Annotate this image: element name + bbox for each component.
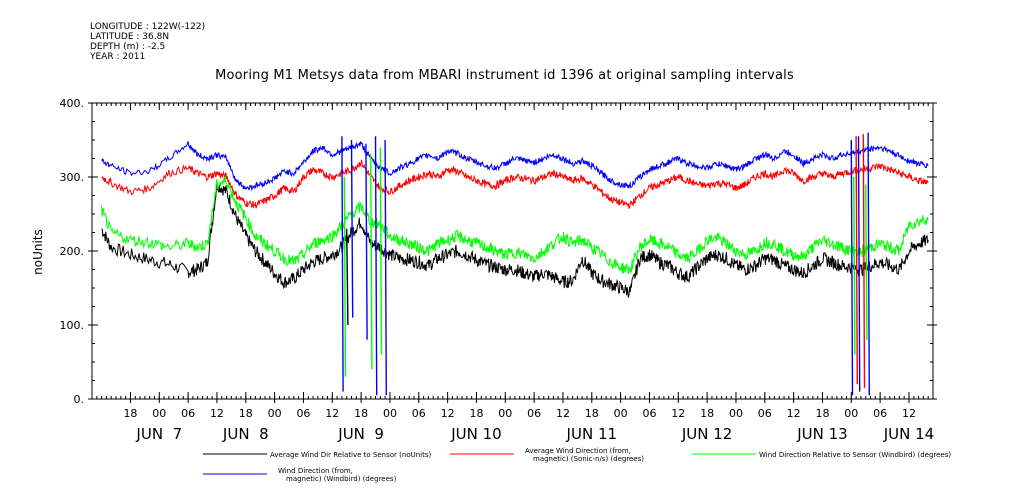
series-spike-2 [350, 139, 354, 318]
legend: Average Wind Dir Relative to Sensor (noU… [203, 447, 951, 483]
series-spike-9 [346, 228, 349, 326]
x-tick-label: 18 [469, 407, 483, 420]
y-tick-label: 0. [74, 393, 85, 406]
x-tick-label: 00 [844, 407, 858, 420]
legend-label-4-line1: Wind Direction (from, [278, 467, 353, 475]
series-spike-16 [865, 184, 868, 340]
y-tick-label: 100. [60, 319, 85, 332]
x-tick-label: 12 [325, 407, 339, 420]
series-spike-14 [862, 134, 866, 388]
legend-label-2-line2: magnetic) (Sonic-n/s) (degrees) [533, 455, 644, 463]
longitude-label: LONGITUDE : 122W(-122) [90, 22, 206, 32]
x-tick-label: 00 [383, 407, 397, 420]
x-tick-label: 00 [268, 407, 282, 420]
x-day-label: JUN 7 [135, 425, 182, 443]
series-spike-4 [374, 136, 378, 396]
series-spike-15 [853, 176, 856, 355]
legend-label-1: Average Wind Dir Relative to Sensor (noU… [270, 451, 431, 459]
x-tick-label: 06 [758, 407, 772, 420]
x-tick-label: 00 [614, 407, 628, 420]
x-day-label: JUN 9 [337, 425, 384, 443]
series-spike-6 [343, 176, 347, 377]
x-tick-label: 18 [700, 407, 714, 420]
series-spike-8 [379, 147, 383, 355]
axes: 0. 100. 200. 300. 400. 18 00 06 12 18 00 06 12 18 00 06… [60, 97, 937, 443]
x-day-label: JUN 11 [566, 425, 617, 443]
x-day-label: JUN 12 [681, 425, 732, 443]
x-tick-label: 18 [239, 407, 253, 420]
series-spike-12 [867, 132, 870, 396]
x-tick-label: 00 [152, 407, 166, 420]
series-spike-13 [855, 136, 858, 385]
x-tick-label: 12 [441, 407, 455, 420]
x-tick-label: 00 [729, 407, 743, 420]
series-spike-7 [370, 154, 373, 370]
x-tick-label: 06 [412, 407, 426, 420]
dataset-metadata: LONGITUDE : 122W(-122) LATITUDE : 36.8N … [90, 22, 205, 62]
plot-area [101, 132, 929, 396]
x-tick-label: 06 [527, 407, 541, 420]
series-spike-10 [850, 139, 854, 396]
x-tick-label: 12 [787, 407, 801, 420]
x-tick-label: 12 [902, 407, 916, 420]
x-tick-label: 18 [354, 407, 368, 420]
y-axis-label: noUnits [31, 229, 45, 275]
x-tick-label: 18 [585, 407, 599, 420]
x-tick-label: 12 [671, 407, 685, 420]
series-spike-5 [384, 139, 387, 396]
latitude-label: LATITUDE : 36.8N [90, 32, 170, 42]
y-tick-label: 400. [60, 97, 85, 110]
legend-label-2-line1: Average Wind Direction (from, [525, 447, 631, 455]
depth-label: DEPTH (m) : -2.5 [90, 42, 166, 52]
chart-title: Mooring M1 Metsys data from MBARI instru… [215, 68, 794, 83]
series-spike-11 [857, 136, 861, 392]
series-line-1 [101, 180, 929, 298]
x-day-label: JUN 10 [450, 425, 501, 443]
x-tick-label: 06 [296, 407, 310, 420]
x-tick-label: 18 [815, 407, 829, 420]
x-day-label: JUN 14 [883, 425, 934, 443]
x-tick-label: 12 [556, 407, 570, 420]
x-tick-label: 06 [181, 407, 195, 420]
y-tick-label: 200. [60, 245, 85, 258]
x-tick-label: 00 [498, 407, 512, 420]
legend-label-4-line2: magnetic) (Windbird) (degrees) [286, 475, 397, 483]
x-day-label: JUN 8 [222, 425, 269, 443]
x-tick-label: 18 [123, 407, 137, 420]
series-line-4 [101, 141, 929, 192]
x-day-label: JUN 13 [796, 425, 847, 443]
year-label: YEAR : 2011 [90, 52, 146, 62]
series-line-2 [101, 159, 929, 210]
x-tick-label: 12 [210, 407, 224, 420]
legend-label-3: Wind Direction Relative to Sensor (Windb… [759, 451, 951, 459]
x-tick-label: 06 [873, 407, 887, 420]
series-spike-1 [341, 136, 344, 392]
x-tick-label: 06 [642, 407, 656, 420]
series-line-3 [101, 176, 929, 275]
series-spike-3 [365, 143, 368, 340]
y-tick-label: 300. [60, 171, 85, 184]
